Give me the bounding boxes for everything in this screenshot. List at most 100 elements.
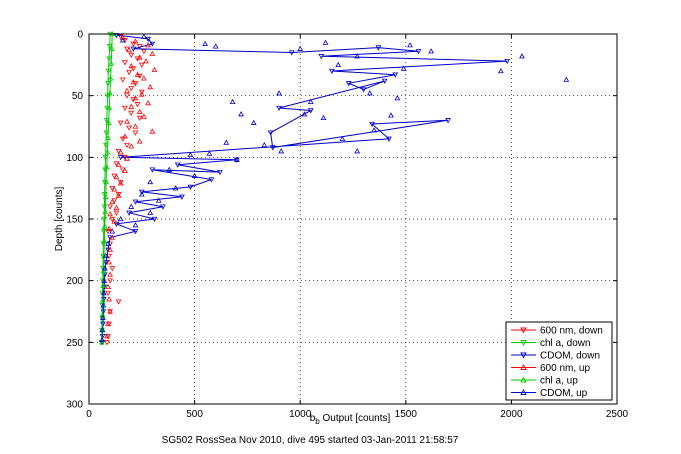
data-point: [369, 121, 375, 128]
data-point: [149, 50, 156, 56]
data-point: [307, 108, 314, 114]
series-3: [104, 34, 158, 339]
data-point: [138, 189, 145, 195]
data-point: [238, 111, 244, 117]
data-point: [107, 246, 113, 252]
data-point: [106, 321, 112, 327]
data-point: [136, 138, 143, 144]
data-point: [106, 296, 112, 302]
data-point: [297, 45, 304, 51]
data-point: [109, 216, 116, 223]
data-point: [124, 87, 130, 93]
data-point: [99, 326, 106, 333]
legend-marker: [520, 389, 527, 395]
data-point: [107, 278, 113, 284]
x-axis-label: bb Output [counts]: [310, 413, 391, 426]
data-point: [147, 84, 154, 90]
data-point: [104, 333, 110, 339]
data-point: [519, 53, 525, 59]
data-point: [103, 164, 110, 170]
data-point: [122, 105, 128, 112]
data-point: [339, 135, 346, 141]
data-point: [335, 61, 342, 67]
x-tick-label: 1000: [289, 409, 312, 420]
data-point: [301, 111, 308, 117]
data-point: [212, 43, 219, 49]
data-point: [136, 115, 143, 121]
data-point: [151, 216, 158, 223]
data-point: [124, 93, 130, 99]
data-point: [117, 215, 124, 222]
data-point: [136, 108, 143, 114]
caption: SG502 RossSea Nov 2010, dive 495 started…: [162, 435, 459, 446]
data-point: [138, 62, 145, 68]
data-point: [130, 41, 137, 47]
data-point: [132, 222, 139, 228]
data-point: [117, 155, 124, 161]
data-point: [128, 86, 135, 92]
data-point: [119, 37, 126, 43]
data-point: [143, 58, 149, 64]
data-point: [445, 118, 451, 124]
series-layer: [98, 30, 570, 346]
x-tick-label: 2000: [500, 409, 523, 420]
data-point: [99, 339, 105, 345]
data-point: [151, 66, 158, 72]
data-point: [223, 139, 230, 145]
data-point: [130, 79, 137, 85]
data-point: [208, 177, 215, 183]
data-point: [428, 48, 435, 54]
data-point: [392, 72, 399, 78]
legend-box: [505, 321, 613, 401]
data-point: [107, 204, 113, 210]
legend-entry: 600 nm, up: [540, 363, 590, 374]
legend-entry: chl a, up: [540, 376, 578, 387]
data-point: [141, 113, 147, 119]
data-point: [187, 184, 194, 190]
data-point: [149, 41, 156, 47]
y-tick-label: 250: [66, 338, 83, 349]
data-point: [115, 161, 122, 167]
series-5: [99, 33, 570, 343]
x-tick-label: 1500: [395, 409, 418, 420]
data-point: [105, 290, 111, 297]
data-point: [100, 289, 107, 296]
data-point: [103, 142, 109, 149]
data-point: [117, 149, 124, 155]
data-point: [105, 134, 111, 140]
data-point: [174, 162, 181, 168]
data-point: [124, 155, 130, 161]
data-point: [106, 259, 112, 265]
data-point: [124, 118, 130, 124]
data-point: [108, 60, 115, 66]
legend-marker: [520, 352, 527, 359]
data-point: [113, 174, 120, 180]
data-point: [145, 42, 152, 48]
data-point: [117, 120, 124, 126]
data-point: [126, 210, 133, 216]
data-point: [106, 104, 113, 111]
data-point: [138, 89, 145, 95]
y-tick-label: 0: [77, 30, 83, 41]
data-point: [106, 44, 113, 50]
data-point: [107, 75, 114, 81]
data-point: [149, 128, 156, 134]
y-tick-label: 300: [66, 400, 83, 411]
data-point: [360, 87, 367, 93]
data-point: [371, 127, 377, 133]
data-point: [126, 70, 133, 76]
data-point: [136, 54, 143, 60]
data-point: [128, 52, 135, 58]
data-point: [160, 204, 166, 210]
data-point: [109, 266, 116, 272]
data-point: [191, 172, 198, 178]
data-point: [288, 50, 295, 56]
data-point: [119, 34, 126, 40]
data-point: [106, 253, 112, 260]
data-point: [107, 271, 113, 277]
data-point: [102, 193, 109, 199]
data-point: [101, 265, 108, 271]
data-point: [322, 39, 329, 45]
y-tick-label: 100: [66, 153, 83, 164]
data-point: [122, 60, 128, 66]
